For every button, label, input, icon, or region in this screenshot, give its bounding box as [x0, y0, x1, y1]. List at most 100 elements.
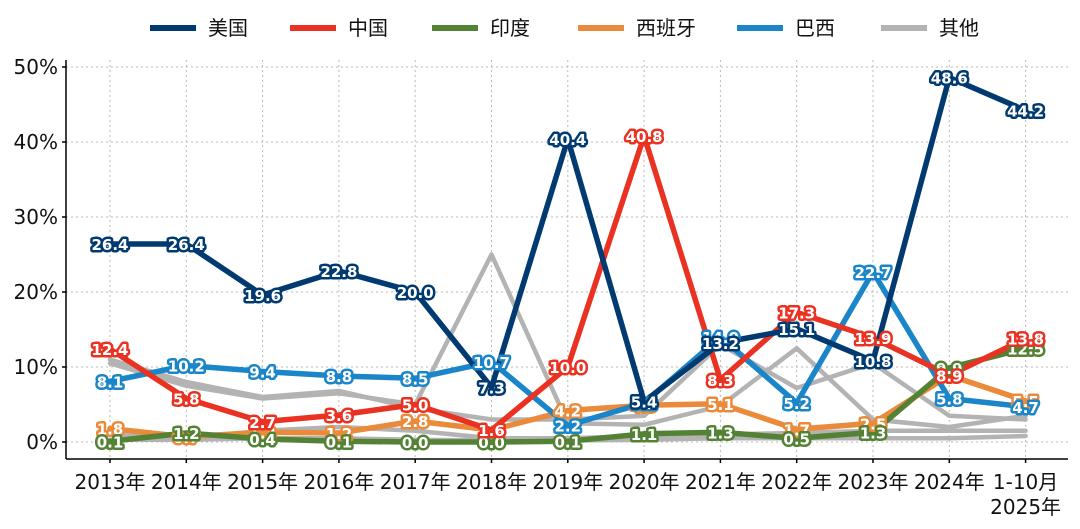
data-label-中国: 5.0 [402, 397, 429, 415]
x-tick-label: 2013年 [75, 470, 146, 494]
x-tick-label-sub: 2025年 [990, 495, 1061, 519]
data-label-巴西: 8.1 [97, 373, 124, 391]
data-label-巴西: 10.7 [473, 354, 510, 372]
data-label-西班牙: 1.3 [249, 424, 276, 442]
x-tick-label: 2017年 [380, 470, 451, 494]
data-label-中国: 2.7 [249, 414, 276, 432]
data-label-印度: 0.5 [783, 430, 810, 448]
data-label-印度: 0.1 [97, 433, 124, 451]
data-label-美国: 20.0 [397, 284, 434, 302]
data-label-美国: 22.8 [320, 263, 357, 281]
y-tick-label: 50% [14, 55, 58, 79]
data-label-中国: 10.0 [549, 359, 586, 377]
x-tick-label: 2024年 [914, 470, 985, 494]
legend-label: 其他 [939, 16, 979, 40]
data-label-西班牙: 5.1 [707, 396, 734, 414]
x-tick-label: 2020年 [609, 470, 680, 494]
data-label-中国: 1.6 [478, 422, 505, 440]
data-label-西班牙: 5.5 [1012, 393, 1039, 411]
data-label-西班牙: 1.8 [97, 421, 124, 439]
data-label-西班牙: 0.7 [173, 429, 200, 447]
legend: 美国 中国 印度 西班牙 巴西 其他 [150, 16, 979, 40]
y-tick-label: 0% [26, 430, 58, 454]
data-label-印度: 1.1 [631, 426, 658, 444]
series-line-西班牙 [107, 372, 1029, 440]
data-label-巴西: 14.0 [702, 329, 739, 347]
legend-label: 巴西 [795, 16, 835, 40]
x-tick-label: 2023年 [838, 470, 909, 494]
series-line-美国 [107, 74, 1029, 405]
data-label-中国: 17.3 [778, 304, 815, 322]
data-label-美国: 13.2 [702, 335, 739, 353]
x-tick-label: 2018年 [456, 470, 527, 494]
data-label-巴西: 8.8 [326, 368, 353, 386]
data-label-美国: 48.6 [931, 70, 968, 88]
x-tick-label: 2021年 [685, 470, 756, 494]
data-label-美国: 44.2 [1007, 103, 1044, 121]
data-label-中国: 40.8 [626, 128, 663, 146]
data-label-印度: 12.5 [1007, 340, 1044, 358]
data-label-巴西: 5.2 [783, 395, 810, 413]
data-label-美国: 26.4 [91, 236, 128, 254]
data-label-中国: 12.4 [91, 341, 128, 359]
series-line-印度 [107, 345, 1029, 445]
data-label-印度: 1.2 [173, 425, 200, 443]
data-label-巴西: 4.7 [1012, 399, 1039, 417]
axes: 0%10%20%30%40%50%2013年 2014年 2015年 2016年 201… [14, 55, 1068, 519]
data-label-中国: 5.8 [173, 391, 200, 409]
legend-label: 西班牙 [636, 16, 696, 40]
data-label-美国: 10.8 [854, 353, 891, 371]
x-tick-label: 2019年 [532, 470, 603, 494]
data-label-西班牙: 4.2 [555, 403, 582, 421]
legend-label: 印度 [490, 16, 530, 40]
data-label-中国: 13.9 [854, 330, 891, 348]
data-label-中国: 8.3 [707, 372, 734, 390]
y-tick-label: 30% [14, 205, 58, 229]
legend-label: 中国 [348, 16, 388, 40]
data-label-西班牙: 8.9 [936, 367, 963, 385]
data-label-西班牙: 1.7 [783, 421, 810, 439]
data-label-美国: 26.4 [168, 236, 205, 254]
data-label-印度: 0.1 [326, 433, 353, 451]
data-label-美国: 7.3 [478, 379, 505, 397]
data-label-美国: 5.4 [631, 394, 658, 412]
y-tick-label: 40% [14, 130, 58, 154]
series-line-巴西 [107, 269, 1029, 429]
data-label-中国: 3.6 [326, 407, 353, 425]
x-tick-label: 2022年 [761, 470, 832, 494]
data-label-中国: 13.8 [1007, 331, 1044, 349]
data-label-西班牙: 2.5 [860, 415, 887, 433]
data-label-巴西: 2.2 [555, 418, 582, 436]
x-tick-label: 2016年 [303, 470, 374, 494]
data-label-美国: 19.6 [244, 287, 281, 305]
legend-label: 美国 [208, 16, 248, 40]
grid-lines [66, 60, 1068, 459]
data-label-印度: 0.0 [402, 434, 429, 452]
data-labels: 1.8 0.7 1.3 1.2 2.8 1.6 4.2 4.9 5.1 1.7 2.5 8.9 5.5 0… [89, 67, 1047, 455]
data-label-印度: 1.3 [860, 424, 887, 442]
data-label-印度: 9.9 [936, 360, 963, 378]
data-label-西班牙: 1.2 [326, 425, 353, 443]
data-label-巴西: 8.5 [402, 370, 429, 388]
data-label-中国: 8.9 [936, 367, 963, 385]
y-tick-label: 20% [14, 280, 58, 304]
x-tick-label: 2015年 [227, 470, 298, 494]
data-label-印度: 0.1 [555, 433, 582, 451]
data-label-巴西: 10.2 [168, 358, 205, 376]
series-line-中国 [107, 133, 1029, 433]
data-label-巴西: 22.7 [854, 264, 891, 282]
data-label-印度: 0.0 [478, 434, 505, 452]
data-label-西班牙: 4.9 [631, 397, 658, 415]
data-label-巴西: 9.4 [249, 364, 276, 382]
x-tick-label: 1-10月 [993, 470, 1058, 494]
data-label-美国: 40.4 [549, 131, 586, 149]
data-label-西班牙: 1.6 [478, 422, 505, 440]
series-lines [107, 74, 1029, 445]
data-label-印度: 1.3 [707, 424, 734, 442]
data-label-巴西: 5.8 [936, 391, 963, 409]
x-tick-label: 2014年 [151, 470, 222, 494]
data-label-巴西: 5.2 [631, 395, 658, 413]
data-label-美国: 15.1 [778, 321, 815, 339]
data-label-西班牙: 2.8 [402, 413, 429, 431]
